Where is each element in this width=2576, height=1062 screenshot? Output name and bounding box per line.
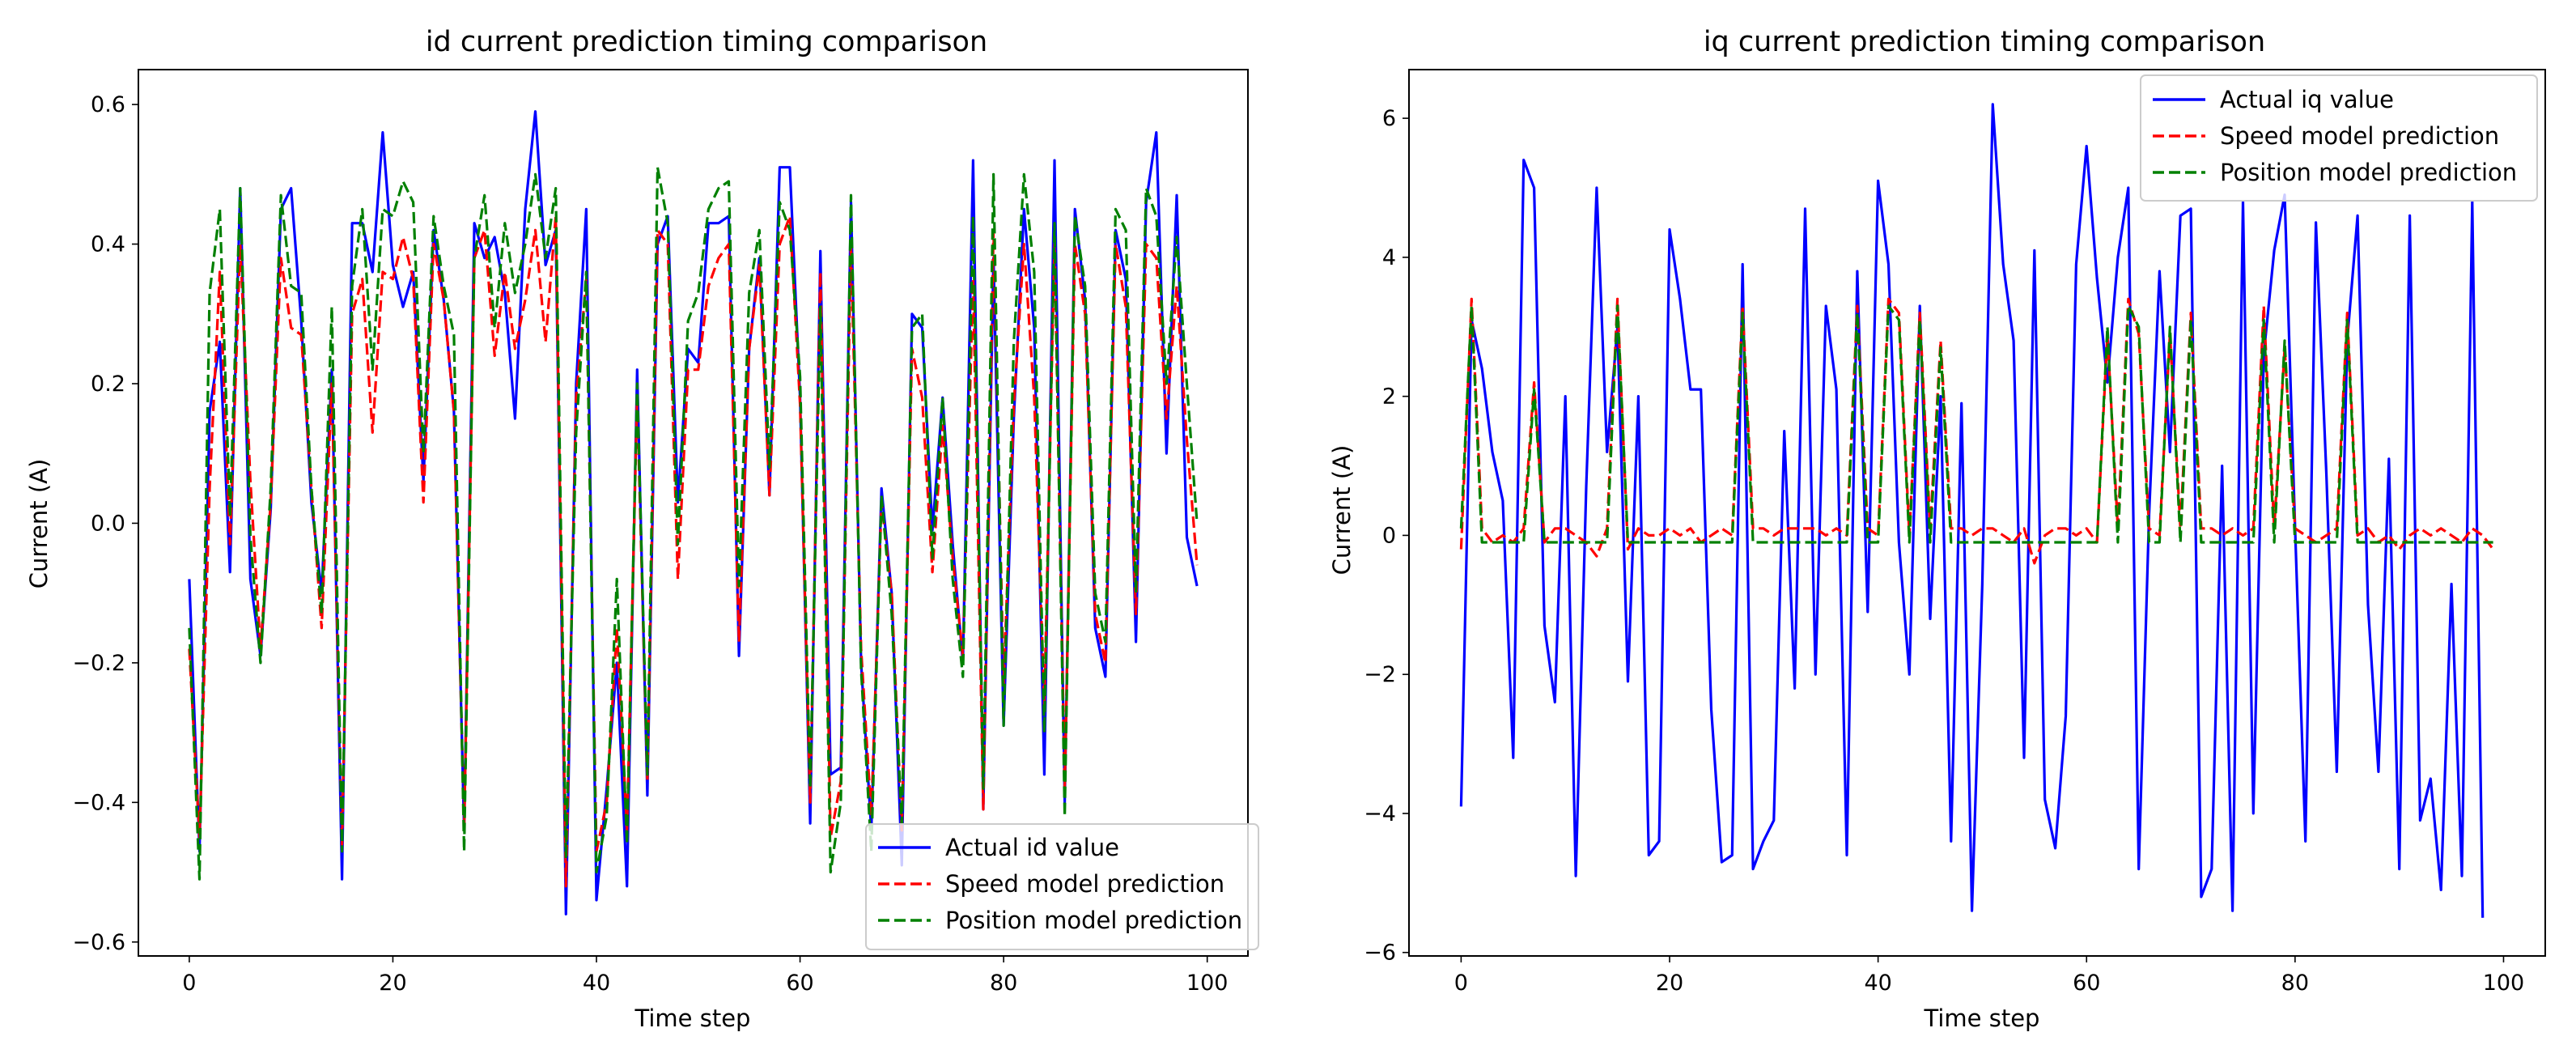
iq-chart-lines <box>1459 103 2494 918</box>
legend-label-speed: Speed model prediction <box>945 870 1224 898</box>
iq-chart-xtick-label: 20 <box>1656 971 1683 996</box>
id-chart-series-position-prediction <box>188 166 1199 881</box>
iq-chart-series-speed-prediction <box>1459 297 2494 565</box>
legend-label-actual: Actual id value <box>945 834 1119 861</box>
iq-chart-ytick-label: 4 <box>1382 245 1396 270</box>
iq-chart-ytick-label: −2 <box>1364 662 1396 687</box>
id-chart-xtick-label: 80 <box>990 971 1017 996</box>
iq-chart-title: iq current prediction timing comparison <box>1704 26 2265 58</box>
iq-chart-xlabel: Time step <box>1924 1005 2040 1032</box>
id-chart-ytick-label: −0.4 <box>72 790 125 815</box>
id-chart-xtick-label: 0 <box>182 971 196 996</box>
id-chart-ticks: 0 20 40 60 80 100 −0.6 −0.4 −0.2 0.0 0.2 0.4 0.6 <box>72 92 1228 996</box>
id-chart-ytick-label: −0.2 <box>72 651 125 676</box>
iq-chart-xtick-label: 0 <box>1454 971 1468 996</box>
id-chart-ytick-label: −0.6 <box>72 930 125 955</box>
id-chart-panel: id current prediction timing comparison … <box>25 26 1259 1032</box>
iq-chart-panel: iq current prediction timing comparison … <box>1328 26 2546 1032</box>
id-chart-ylabel: Current (A) <box>25 459 53 589</box>
id-chart-legend: Actual id value Speed model prediction P… <box>865 823 1259 950</box>
iq-chart-series-actual <box>1459 103 2485 918</box>
iq-chart-frame <box>1408 69 2546 957</box>
iq-chart-ytick-label: 2 <box>1382 384 1396 410</box>
id-chart-xtick-label: 20 <box>379 971 406 996</box>
iq-chart-ytick-label: 0 <box>1382 523 1396 548</box>
iq-chart-xtick-label: 60 <box>2073 971 2100 996</box>
iq-chart-legend: Actual iq value Speed model prediction P… <box>2140 74 2538 202</box>
legend-label-position: Position model prediction <box>945 907 1242 934</box>
id-chart-series-actual <box>188 110 1199 915</box>
iq-chart-ticks: 0 20 40 60 80 100 −6 −4 −2 0 2 4 6 <box>1364 106 2524 996</box>
id-chart-xtick-label: 100 <box>1186 971 1229 996</box>
id-chart-ytick-label: 0.2 <box>91 372 125 397</box>
legend-label-actual: Actual iq value <box>2220 86 2394 113</box>
id-chart-xtick-label: 40 <box>583 971 610 996</box>
id-chart-title: id current prediction timing comparison <box>426 26 987 58</box>
id-chart-ytick-label: 0.4 <box>91 232 125 257</box>
iq-chart-ytick-label: −4 <box>1364 801 1396 826</box>
id-chart-xlabel: Time step <box>634 1005 751 1032</box>
legend-box <box>865 823 1259 950</box>
id-chart-ytick-label: 0.0 <box>91 511 125 536</box>
iq-chart-ytick-label: 6 <box>1382 106 1396 131</box>
id-chart-ytick-label: 0.6 <box>91 92 125 117</box>
legend-box <box>2140 74 2538 202</box>
iq-chart-xtick-label: 40 <box>1864 971 1891 996</box>
id-chart-frame <box>138 69 1249 957</box>
id-chart-xtick-label: 60 <box>786 971 813 996</box>
iq-chart-xtick-label: 100 <box>2483 971 2525 996</box>
iq-chart-ylabel: Current (A) <box>1328 445 1356 576</box>
id-chart-lines <box>188 110 1199 915</box>
iq-chart-series-position-prediction <box>1459 304 2493 544</box>
legend-label-position: Position model prediction <box>2220 159 2517 186</box>
iq-chart-xtick-label: 80 <box>2281 971 2309 996</box>
iq-chart-ytick-label: −6 <box>1364 941 1396 966</box>
id-chart-series-speed-prediction <box>188 215 1199 888</box>
legend-label-speed: Speed model prediction <box>2220 122 2499 150</box>
